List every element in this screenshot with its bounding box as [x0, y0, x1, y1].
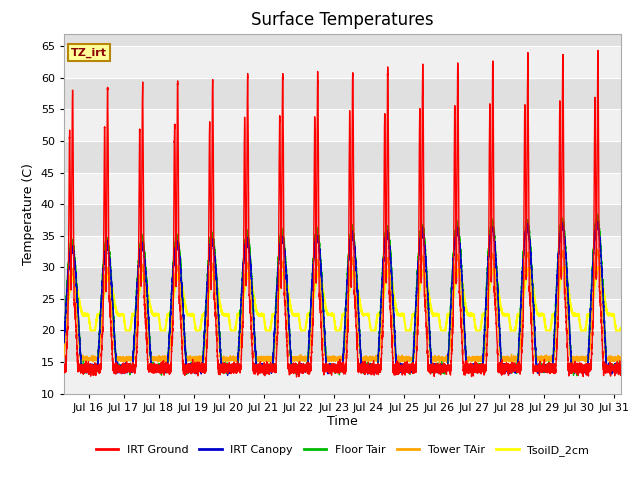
Bar [64, 236, 621, 267]
Bar [64, 362, 621, 394]
Text: TZ_irt: TZ_irt [71, 48, 107, 58]
Bar [64, 141, 621, 172]
Bar [64, 46, 621, 78]
Bar [64, 172, 621, 204]
Title: Surface Temperatures: Surface Temperatures [251, 11, 434, 29]
Bar [64, 330, 621, 362]
Bar [64, 267, 621, 299]
Bar [64, 109, 621, 141]
Bar [64, 204, 621, 236]
Y-axis label: Temperature (C): Temperature (C) [22, 163, 35, 264]
Bar [64, 78, 621, 109]
Bar [64, 299, 621, 330]
X-axis label: Time: Time [327, 415, 358, 429]
Bar [64, 15, 621, 46]
Legend: IRT Ground, IRT Canopy, Floor Tair, Tower TAir, TsoilD_2cm: IRT Ground, IRT Canopy, Floor Tair, Towe… [91, 440, 594, 460]
